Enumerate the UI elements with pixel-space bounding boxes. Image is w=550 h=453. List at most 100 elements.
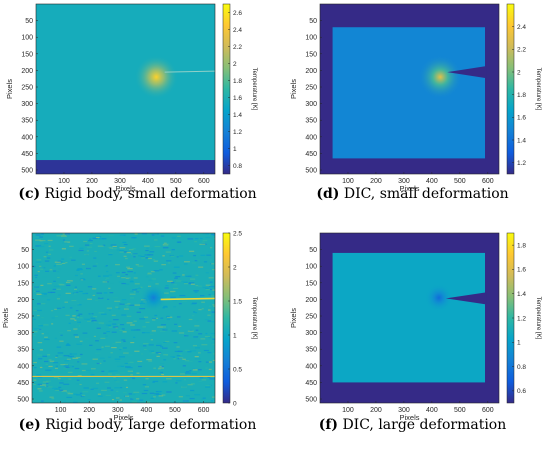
noise-speck [97,297,104,299]
noise-speck [121,282,127,285]
noise-speck [143,389,149,392]
noise-speck [114,387,121,389]
noise-speck [81,363,88,365]
crack-line [160,297,215,301]
colorbar-tick-label: 1.8 [517,92,526,99]
noise-speck [213,238,215,240]
y-tick-label: 250 [21,85,33,92]
noise-speck [143,316,149,318]
noise-speck [135,286,139,289]
noise-speck [72,357,79,359]
noise-speck [130,398,134,400]
noise-speck [126,306,129,308]
noise-speck [187,384,193,386]
caption-text: Rigid body, large deformation [40,417,257,433]
noise-speck [108,325,111,327]
noise-speck [79,383,82,386]
noise-speck [89,238,92,240]
noise-speck [45,369,51,371]
noise-speck [64,360,69,362]
noise-speck [108,356,112,358]
noise-speck [98,312,105,314]
x-tick-label: 500 [454,407,466,414]
noise-speck [33,286,40,288]
noise-speck [49,396,54,398]
noise-speck [152,319,156,321]
noise-speck [191,302,197,304]
noise-speck [87,320,91,322]
noise-speck [120,387,123,389]
noise-speck [78,290,83,293]
noise-speck [101,389,107,392]
noise-speck [78,313,83,315]
noise-speck [36,291,40,293]
y-tick-label: 350 [21,118,33,125]
noise-speck [113,326,119,328]
noise-speck [165,354,168,356]
noise-speck [117,275,121,277]
noise-speck [124,366,131,368]
noise-speck [43,293,47,295]
noise-speck [115,327,118,329]
noise-speck [71,299,77,302]
noise-speck [56,298,60,300]
noise-speck [95,236,100,239]
noise-speck [131,237,136,239]
noise-speck [138,365,142,368]
noise-speck [188,282,195,284]
noise-speck [194,312,198,314]
noise-speck [205,289,210,291]
noise-speck [103,360,106,362]
noise-speck [54,337,58,340]
noise-speck [47,239,53,242]
colorbar-tick-label: 2.5 [233,230,242,237]
noise-speck [195,274,199,276]
noise-speck [184,261,190,263]
noise-speck [120,275,125,277]
noise-speck [142,384,147,386]
noise-speck [32,318,36,320]
noise-speck [65,261,68,264]
noise-speck [134,304,141,306]
noise-speck [41,295,48,297]
colorbar-tick-label: 1.5 [233,298,242,305]
noise-speck [70,305,77,307]
noise-speck [46,299,51,301]
noise-speck [56,235,62,237]
heatmap-panel-4: 100 200 300 400 500 600 50 100 150 200 250 300 350 40… [289,232,541,422]
y-tick-label: 150 [305,280,317,287]
noise-speck [139,373,145,375]
noise-speck [36,314,40,317]
y-tick-label: 50 [309,247,317,254]
colorbar-tick-label: 1 [233,146,237,153]
colorbar-tick-label: 2.2 [517,47,526,54]
noise-speck [36,309,42,312]
noise-speck [148,350,155,352]
noise-speck [132,393,136,396]
noise-speck [164,287,169,289]
noise-speck [137,265,144,267]
noise-speck [66,391,71,393]
noise-speck [173,358,176,360]
axes-frame [31,232,216,404]
noise-speck [161,365,164,368]
noise-speck [166,378,172,380]
noise-speck [76,291,79,293]
noise-speck [33,379,37,381]
noise-speck [60,334,63,336]
noise-speck [153,270,160,272]
noise-speck [65,314,70,316]
noise-speck [162,394,166,396]
noise-speck [63,383,70,385]
noise-speck [119,365,125,367]
noise-speck [122,241,127,244]
noise-speck [33,361,37,364]
noise-speck [129,269,135,271]
noise-speck [159,371,163,374]
noise-speck [39,245,45,248]
noise-speck [63,355,70,357]
noise-speck [205,284,211,286]
y-tick-label: 150 [305,51,317,58]
noise-speck [183,263,188,265]
noise-speck [102,281,108,283]
